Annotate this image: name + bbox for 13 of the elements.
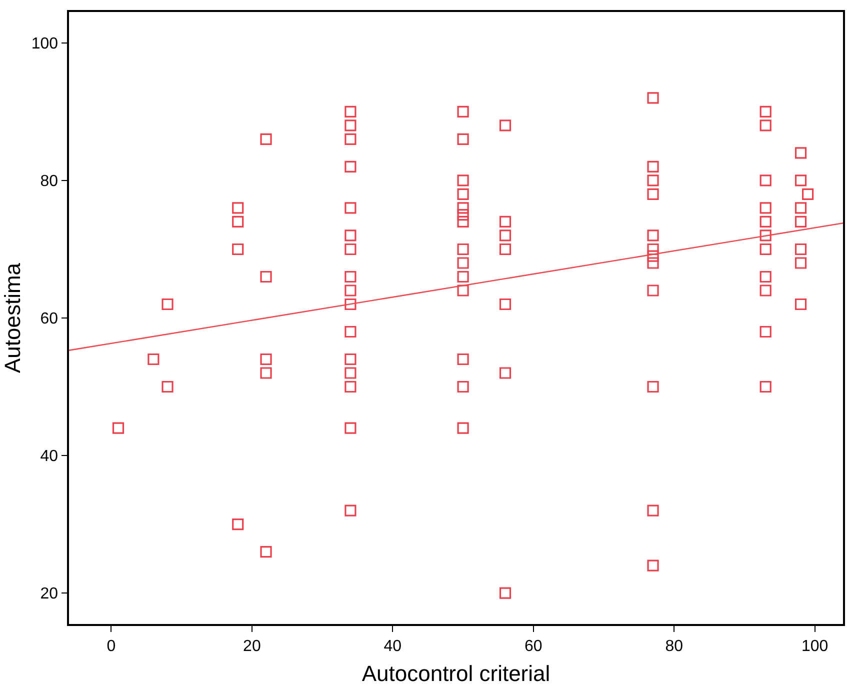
- y-tick-label: 60: [40, 310, 58, 328]
- y-tick-label: 40: [40, 448, 58, 466]
- x-tick-label: 60: [524, 638, 542, 655]
- x-tick-label: 100: [802, 638, 828, 655]
- x-tick-label: 40: [384, 638, 402, 655]
- y-axis-title: Autoestima: [0, 262, 25, 374]
- x-axis-title: Autocontrol criterial: [362, 661, 550, 686]
- y-tick-label: 80: [40, 173, 58, 190]
- x-tick-label: 80: [665, 638, 684, 655]
- x-tick-label: 20: [243, 638, 261, 655]
- y-tick-label: 100: [31, 36, 58, 53]
- y-tick-label: 20: [40, 586, 58, 603]
- x-tick-label: 0: [106, 638, 116, 655]
